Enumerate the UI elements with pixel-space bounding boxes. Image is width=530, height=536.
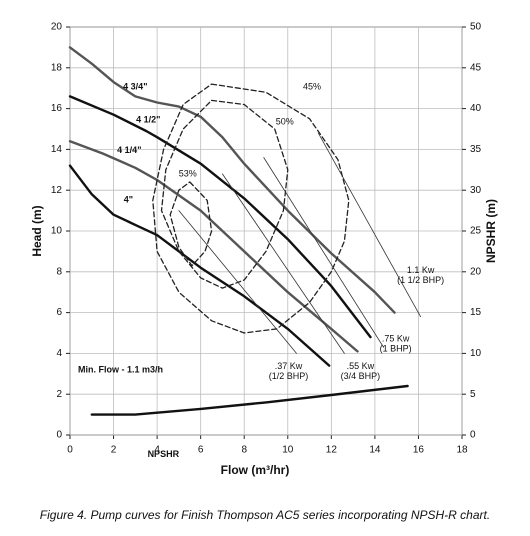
y2-tick-label: 40 bbox=[470, 103, 482, 114]
y2-tick-label: 25 bbox=[470, 226, 482, 237]
power-curve bbox=[178, 210, 297, 354]
efficiency-curve bbox=[160, 99, 289, 289]
series-label: 53% bbox=[179, 168, 197, 178]
pump-curve bbox=[68, 140, 359, 353]
y2-tick-label: 30 bbox=[470, 185, 482, 196]
caption: Figure 4. Pump curves for Finish Thompso… bbox=[40, 508, 490, 522]
series-label: .75 Kw bbox=[382, 334, 410, 344]
y2-tick-label: 20 bbox=[470, 266, 482, 277]
x-tick-label: 4 bbox=[154, 445, 160, 456]
grid: 0 2 4 6 8 10 12 14 16 180246810121416182005101520… bbox=[51, 22, 482, 456]
pump-curve bbox=[68, 95, 372, 339]
series-label: .55 Kw bbox=[347, 361, 375, 371]
pump-curve bbox=[90, 384, 409, 416]
x-tick-label: 16 bbox=[413, 445, 425, 456]
y2-tick-label: 45 bbox=[470, 62, 482, 73]
power-curve bbox=[263, 157, 384, 348]
series-label: .37 Kw bbox=[275, 361, 303, 371]
series-label: 4 1/2" bbox=[136, 114, 160, 124]
x-axis-label: Flow (m³/hr) bbox=[221, 463, 290, 477]
efficiency-curve bbox=[152, 83, 350, 334]
x-tick-label: 14 bbox=[369, 445, 381, 456]
series-label: 4" bbox=[124, 194, 133, 204]
x-tick-label: 2 bbox=[111, 445, 117, 456]
y-tick-label: 2 bbox=[56, 389, 62, 400]
annotation: Min. Flow - 1.1 m3/h bbox=[78, 364, 163, 374]
series-sublabel: (3/4 BHP) bbox=[341, 371, 381, 381]
y2-tick-label: 5 bbox=[470, 389, 476, 400]
y-tick-label: 8 bbox=[56, 266, 62, 277]
y-tick-label: 18 bbox=[51, 62, 63, 73]
series-sublabel: (1/2 BHP) bbox=[269, 371, 309, 381]
y2-tick-label: 15 bbox=[470, 307, 482, 318]
y-tick-label: 6 bbox=[56, 307, 62, 318]
y-tick-label: 14 bbox=[51, 144, 63, 155]
x-tick-label: 8 bbox=[241, 445, 247, 456]
series-sublabel: (1 1/2 BHP) bbox=[397, 275, 444, 285]
pump-curve bbox=[68, 46, 396, 314]
series-label: 50% bbox=[276, 116, 294, 126]
y-axis-label: Head (m) bbox=[30, 205, 44, 256]
y2-tick-label: 10 bbox=[470, 348, 482, 359]
efficiency-curve bbox=[169, 181, 213, 267]
y-tick-label: 20 bbox=[51, 22, 63, 33]
y2-tick-label: 50 bbox=[470, 22, 482, 33]
series-label: 1.1 Kw bbox=[407, 265, 435, 275]
y-tick-label: 16 bbox=[51, 103, 63, 114]
marks: 4 3/4" 4 1/2" 4 1/4" 4" NPSHR 45% 50% 53% 1.1 Kw… bbox=[68, 46, 444, 459]
x-tick-label: 12 bbox=[326, 445, 338, 456]
series-label: NPSHR bbox=[148, 449, 180, 459]
y-tick-label: 4 bbox=[56, 348, 62, 359]
power-curve bbox=[222, 173, 345, 354]
power-curve bbox=[317, 132, 421, 318]
pump-curve bbox=[68, 164, 331, 367]
x-tick-label: 0 bbox=[67, 445, 73, 456]
series-label: 45% bbox=[303, 82, 321, 92]
y-tick-label: 12 bbox=[51, 185, 63, 196]
x-tick-label: 18 bbox=[456, 445, 468, 456]
series-label: 4 3/4" bbox=[123, 82, 147, 92]
y-tick-label: 10 bbox=[51, 226, 63, 237]
x-tick-label: 6 bbox=[198, 445, 204, 456]
series-sublabel: (1 BHP) bbox=[380, 344, 412, 354]
y2-tick-label: 0 bbox=[470, 430, 476, 441]
y-tick-label: 0 bbox=[56, 430, 62, 441]
y2-axis-label: NPSHR (m) bbox=[484, 199, 498, 263]
series-label: 4 1/4" bbox=[117, 145, 141, 155]
y2-tick-label: 35 bbox=[470, 144, 482, 155]
x-tick-label: 10 bbox=[282, 445, 294, 456]
